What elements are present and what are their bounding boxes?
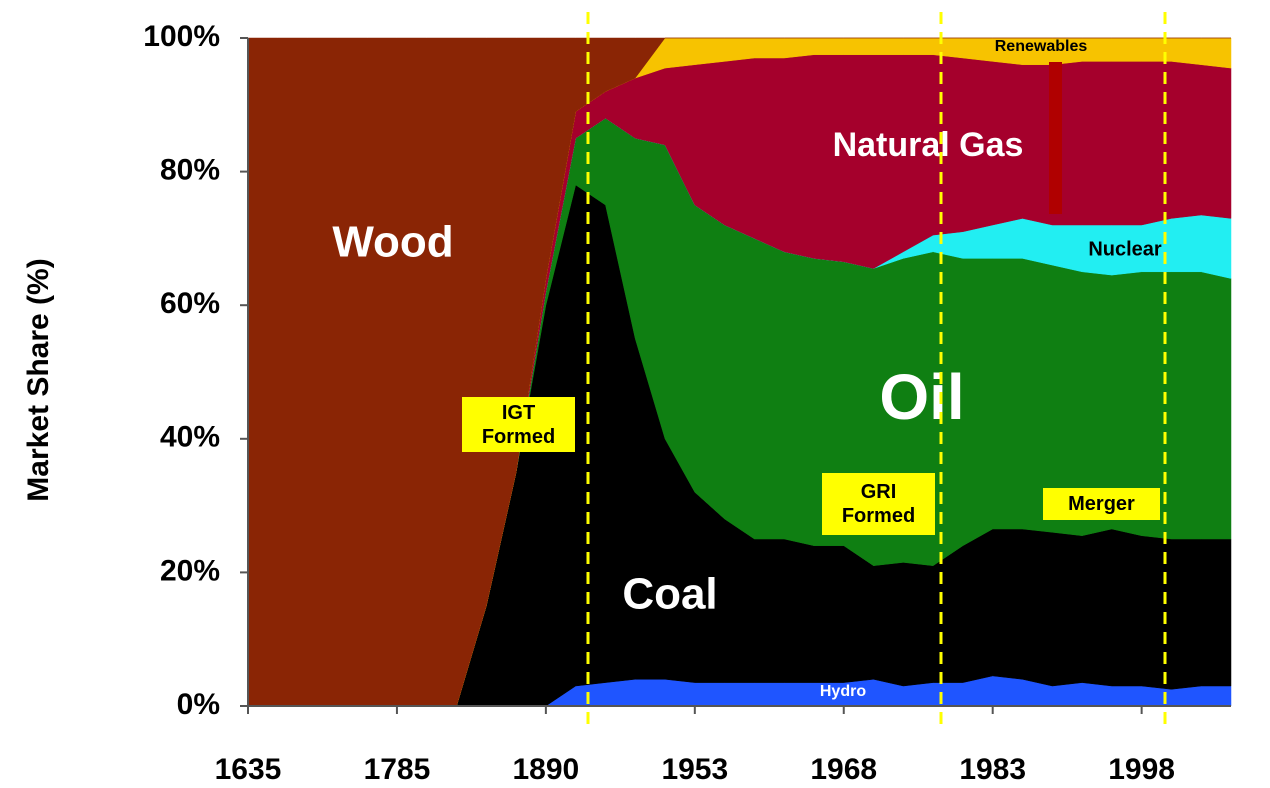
y-tick-label: 80% [160, 154, 220, 187]
series-label: Natural Gas [833, 126, 1024, 164]
y-tick-label: 40% [160, 421, 220, 454]
area [247, 37, 1231, 707]
y-tick-label: 100% [143, 20, 220, 53]
series-label: Coal [622, 570, 717, 619]
series-label: Renewables [995, 38, 1088, 55]
y-tick-label: 20% [160, 554, 220, 587]
series-label: Wood [332, 218, 453, 267]
marker-bar [1049, 62, 1062, 214]
series-label: Oil [879, 361, 964, 433]
x-tick-label: 1635 [215, 753, 282, 786]
x-tick-label: 1983 [959, 753, 1026, 786]
x-tick-label: 1998 [1108, 753, 1175, 786]
x-tick-label: 1890 [513, 753, 580, 786]
x-tick-label: 1968 [810, 753, 877, 786]
areas [247, 37, 1232, 707]
y-tick-label: 60% [160, 287, 220, 320]
x-tick-label: 1953 [661, 753, 728, 786]
event-label: IGT Formed [462, 397, 575, 452]
series-label: Nuclear [1088, 238, 1162, 260]
event-label: Merger [1043, 488, 1160, 520]
y-axis-label: Market Share (%) [22, 258, 55, 501]
event-label: GRI Formed [822, 473, 935, 535]
series-label: Hydro [820, 683, 866, 700]
y-tick-label: 0% [177, 688, 220, 721]
x-tick-label: 1785 [364, 753, 431, 786]
